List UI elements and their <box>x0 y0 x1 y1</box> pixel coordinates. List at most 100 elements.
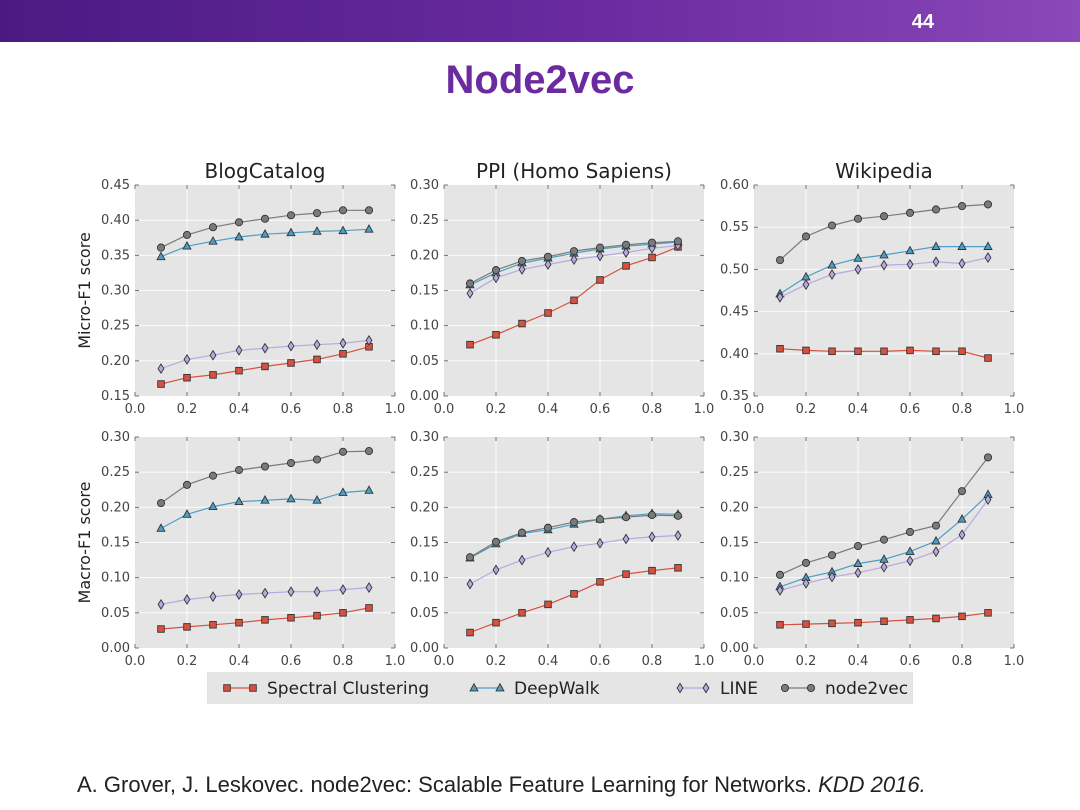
data-point-spectral <box>365 604 373 612</box>
legend: Spectral Clustering DeepWalk LINE node2vec <box>207 672 913 704</box>
data-point-line <box>209 591 217 603</box>
data-point-line <box>958 258 966 269</box>
data-point-node2vec <box>931 205 941 214</box>
data-point-spectral <box>544 309 552 317</box>
data-point-line <box>544 259 552 270</box>
data-point-node2vec <box>491 266 501 275</box>
data-point-node2vec <box>853 541 863 551</box>
data-point-line <box>544 546 552 558</box>
data-point-node2vec <box>234 466 244 475</box>
x-tick-label: 0.2 <box>177 402 198 417</box>
data-point-spectral <box>932 614 940 623</box>
y-tick-label: 0.00 <box>101 641 130 656</box>
y-tick-label: 0.30 <box>101 430 130 445</box>
data-point-line <box>570 254 578 265</box>
x-tick-label: 0.6 <box>281 654 302 669</box>
x-tick-label: 0.2 <box>486 654 507 669</box>
citation-text: A. Grover, J. Leskovec. node2vec: Scalab… <box>77 772 812 797</box>
data-point-node2vec <box>517 256 527 266</box>
subplot-title: Wikipedia <box>835 159 933 183</box>
data-point-spectral <box>339 350 347 358</box>
data-point-line <box>466 578 474 590</box>
data-point-spectral <box>828 347 836 356</box>
data-point-node2vec <box>827 221 837 230</box>
data-point-spectral <box>776 344 784 353</box>
data-point-line <box>984 494 992 506</box>
data-point-spectral <box>339 609 347 617</box>
data-point-node2vec <box>156 243 166 252</box>
data-point-spectral <box>648 253 656 262</box>
legend-label-node2vec: node2vec <box>825 679 908 699</box>
data-point-spectral <box>854 618 862 627</box>
data-point-node2vec <box>931 521 941 530</box>
data-point-deepwalk <box>260 495 270 504</box>
data-point-deepwalk <box>312 495 322 504</box>
data-point-line <box>492 564 500 576</box>
x-tick-label: 0.0 <box>434 402 455 417</box>
data-point-node2vec <box>983 200 993 209</box>
data-point-line <box>854 263 862 275</box>
data-point-spectral <box>235 366 243 375</box>
data-point-spectral <box>648 566 656 575</box>
data-point-spectral <box>466 340 474 349</box>
data-point-node2vec <box>957 487 967 496</box>
y-tick-label: 0.25 <box>720 465 749 480</box>
y-tick-label: 0.00 <box>410 641 439 656</box>
data-point-line <box>466 287 474 299</box>
x-tick-label: 0.0 <box>744 654 765 669</box>
y-tick-label: 0.10 <box>720 571 749 586</box>
y-tick-label: 0.20 <box>101 500 130 515</box>
subplot-title: PPI (Homo Sapiens) <box>476 159 672 183</box>
data-point-deepwalk <box>905 546 915 555</box>
data-point-line <box>287 586 295 598</box>
data-point-line <box>365 334 373 346</box>
data-point-node2vec <box>879 212 889 221</box>
data-point-deepwalk <box>931 241 941 250</box>
data-point-node2vec <box>775 570 785 579</box>
y-tick-label: 0.50 <box>720 262 749 277</box>
data-point-spectral <box>622 570 630 578</box>
x-tick-label: 0.2 <box>796 402 817 417</box>
x-tick-label: 0.4 <box>848 654 869 669</box>
data-point-spectral <box>570 590 578 598</box>
x-tick-label: 0.8 <box>333 654 354 669</box>
data-point-line <box>828 571 836 583</box>
data-point-node2vec <box>673 237 683 246</box>
y-tick-label: 0.45 <box>101 178 130 193</box>
data-point-node2vec <box>673 511 683 520</box>
x-tick-label: 0.2 <box>796 654 817 669</box>
data-point-line <box>802 577 810 589</box>
subplot-title: BlogCatalog <box>204 159 325 183</box>
data-point-line <box>235 589 243 600</box>
data-point-node2vec <box>491 537 501 546</box>
data-point-node2vec <box>569 247 579 256</box>
y-tick-label: 0.15 <box>101 536 130 551</box>
subplot-4: 0.00 0.05 0.10 0.15 0.20 0.25 0.30 0.0 0.2 0.4 0.6… <box>75 430 405 669</box>
data-point-line <box>596 537 604 549</box>
data-point-deepwalk <box>957 514 967 523</box>
data-point-deepwalk <box>364 224 374 233</box>
legend-marker-deepwalk <box>469 682 479 692</box>
legend-label-spectral: Spectral Clustering <box>267 679 429 699</box>
y-tick-label: 0.10 <box>410 571 439 586</box>
data-point-deepwalk <box>234 231 244 241</box>
data-point-node2vec <box>208 471 218 480</box>
data-point-deepwalk <box>156 523 166 532</box>
subplot-2: 0.00 0.05 0.10 0.15 0.20 0.25 0.30 0.0 0.2 0.4 0.6… <box>410 159 714 417</box>
data-point-spectral <box>984 609 992 617</box>
data-point-spectral <box>596 276 604 284</box>
data-point-node2vec <box>905 527 915 537</box>
data-point-line <box>339 584 347 596</box>
data-point-line <box>776 291 784 303</box>
data-point-spectral <box>984 354 992 362</box>
data-point-line <box>261 587 269 599</box>
data-point-node2vec <box>543 252 553 261</box>
data-point-spectral <box>518 609 526 617</box>
x-tick-label: 0.4 <box>229 654 250 669</box>
citation-venue: KDD 2016. <box>818 772 926 797</box>
data-point-deepwalk <box>208 501 218 510</box>
data-point-line <box>880 561 888 573</box>
legend-marker-line <box>676 682 684 694</box>
data-point-node2vec <box>647 511 657 520</box>
data-point-deepwalk <box>364 485 374 494</box>
